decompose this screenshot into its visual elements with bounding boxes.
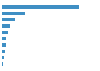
Bar	[2, 56, 4, 59]
Bar	[2, 31, 8, 34]
Bar	[2, 18, 15, 21]
Bar	[2, 37, 6, 40]
Bar	[2, 50, 5, 53]
Bar	[2, 5, 79, 9]
Bar	[2, 12, 25, 15]
Bar	[2, 24, 10, 28]
Bar	[2, 43, 6, 47]
Bar	[2, 62, 3, 66]
